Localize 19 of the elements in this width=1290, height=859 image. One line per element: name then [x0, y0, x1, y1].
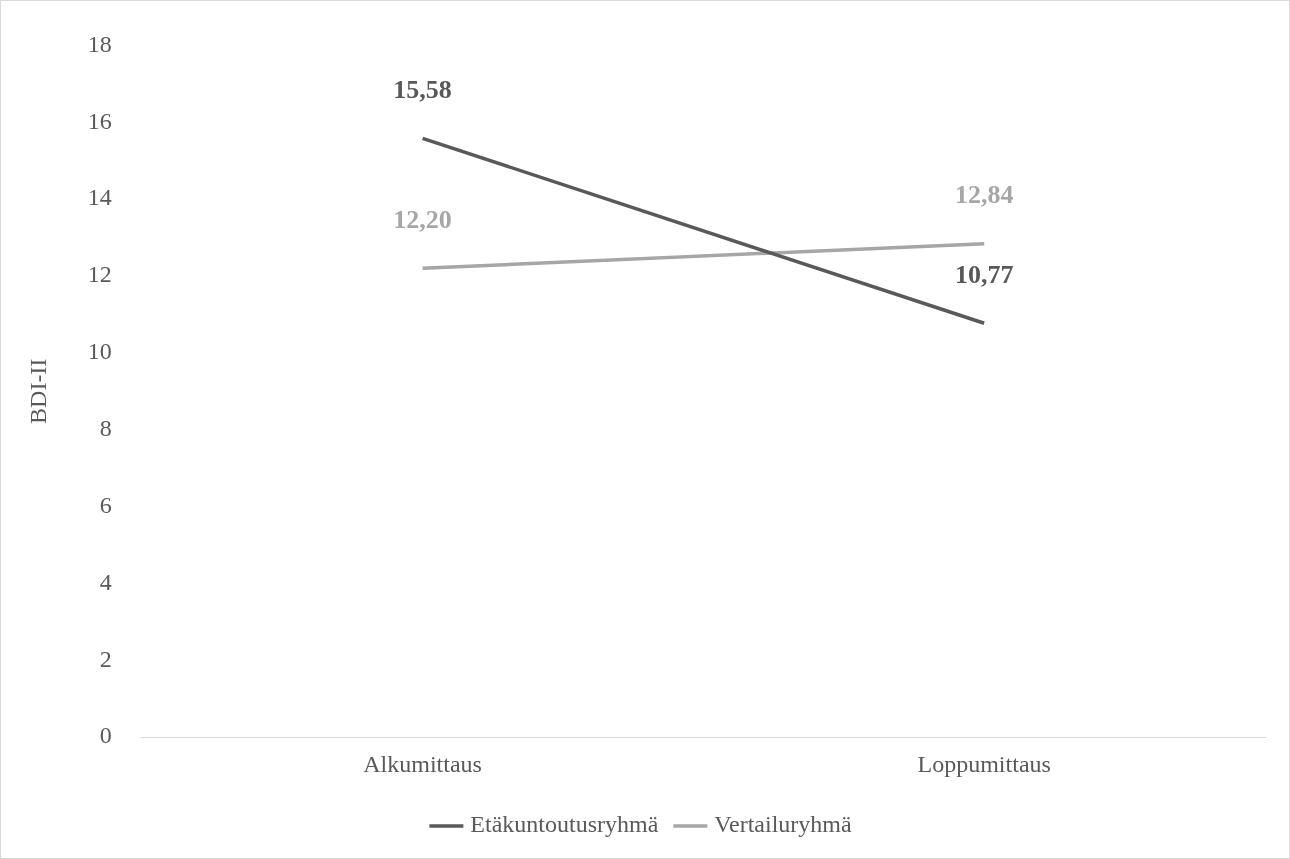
y-tick-label: 10: [87, 338, 112, 365]
y-axis-title: BDI-II: [24, 358, 51, 424]
y-tick-label: 4: [99, 568, 112, 595]
x-tick-label: Loppumittaus: [917, 750, 1051, 777]
data-label: 10,77: [954, 259, 1014, 289]
data-label: 12,20: [393, 205, 452, 235]
y-tick-label: 14: [87, 184, 112, 211]
y-tick-label: 12: [87, 261, 112, 288]
data-label: 12,84: [954, 180, 1014, 210]
legend-label: Vertailuryhmä: [714, 811, 852, 838]
y-tick-label: 6: [99, 491, 112, 518]
legend-label: Etäkuntoutusryhmä: [470, 811, 659, 838]
x-tick-label: Alkumittaus: [363, 750, 482, 777]
y-tick-label: 0: [99, 722, 112, 749]
y-tick-label: 8: [99, 415, 112, 442]
y-tick-label: 2: [99, 645, 112, 672]
y-tick-label: 16: [87, 107, 112, 134]
y-tick-label: 18: [87, 30, 112, 57]
data-label: 15,58: [393, 75, 452, 105]
